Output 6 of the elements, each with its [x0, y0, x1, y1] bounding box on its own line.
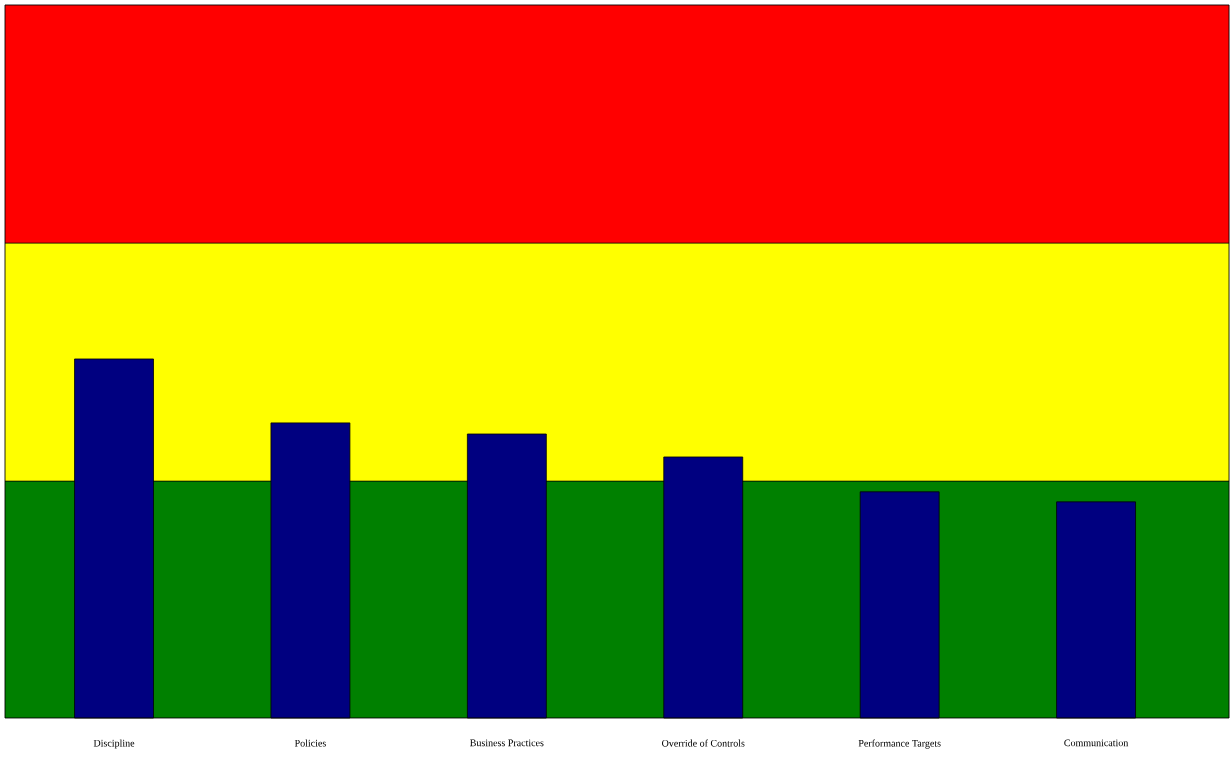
- x-tick-label: Business Practices: [470, 739, 544, 747]
- x-tick-label: Discipline: [93, 739, 135, 749]
- x-tick-label: Policies: [294, 739, 326, 747]
- x-tick-label: Override of Controls: [662, 739, 745, 747]
- x-tick-label: Communication: [1064, 739, 1129, 747]
- x-tick-label: Performance Targets: [858, 739, 941, 749]
